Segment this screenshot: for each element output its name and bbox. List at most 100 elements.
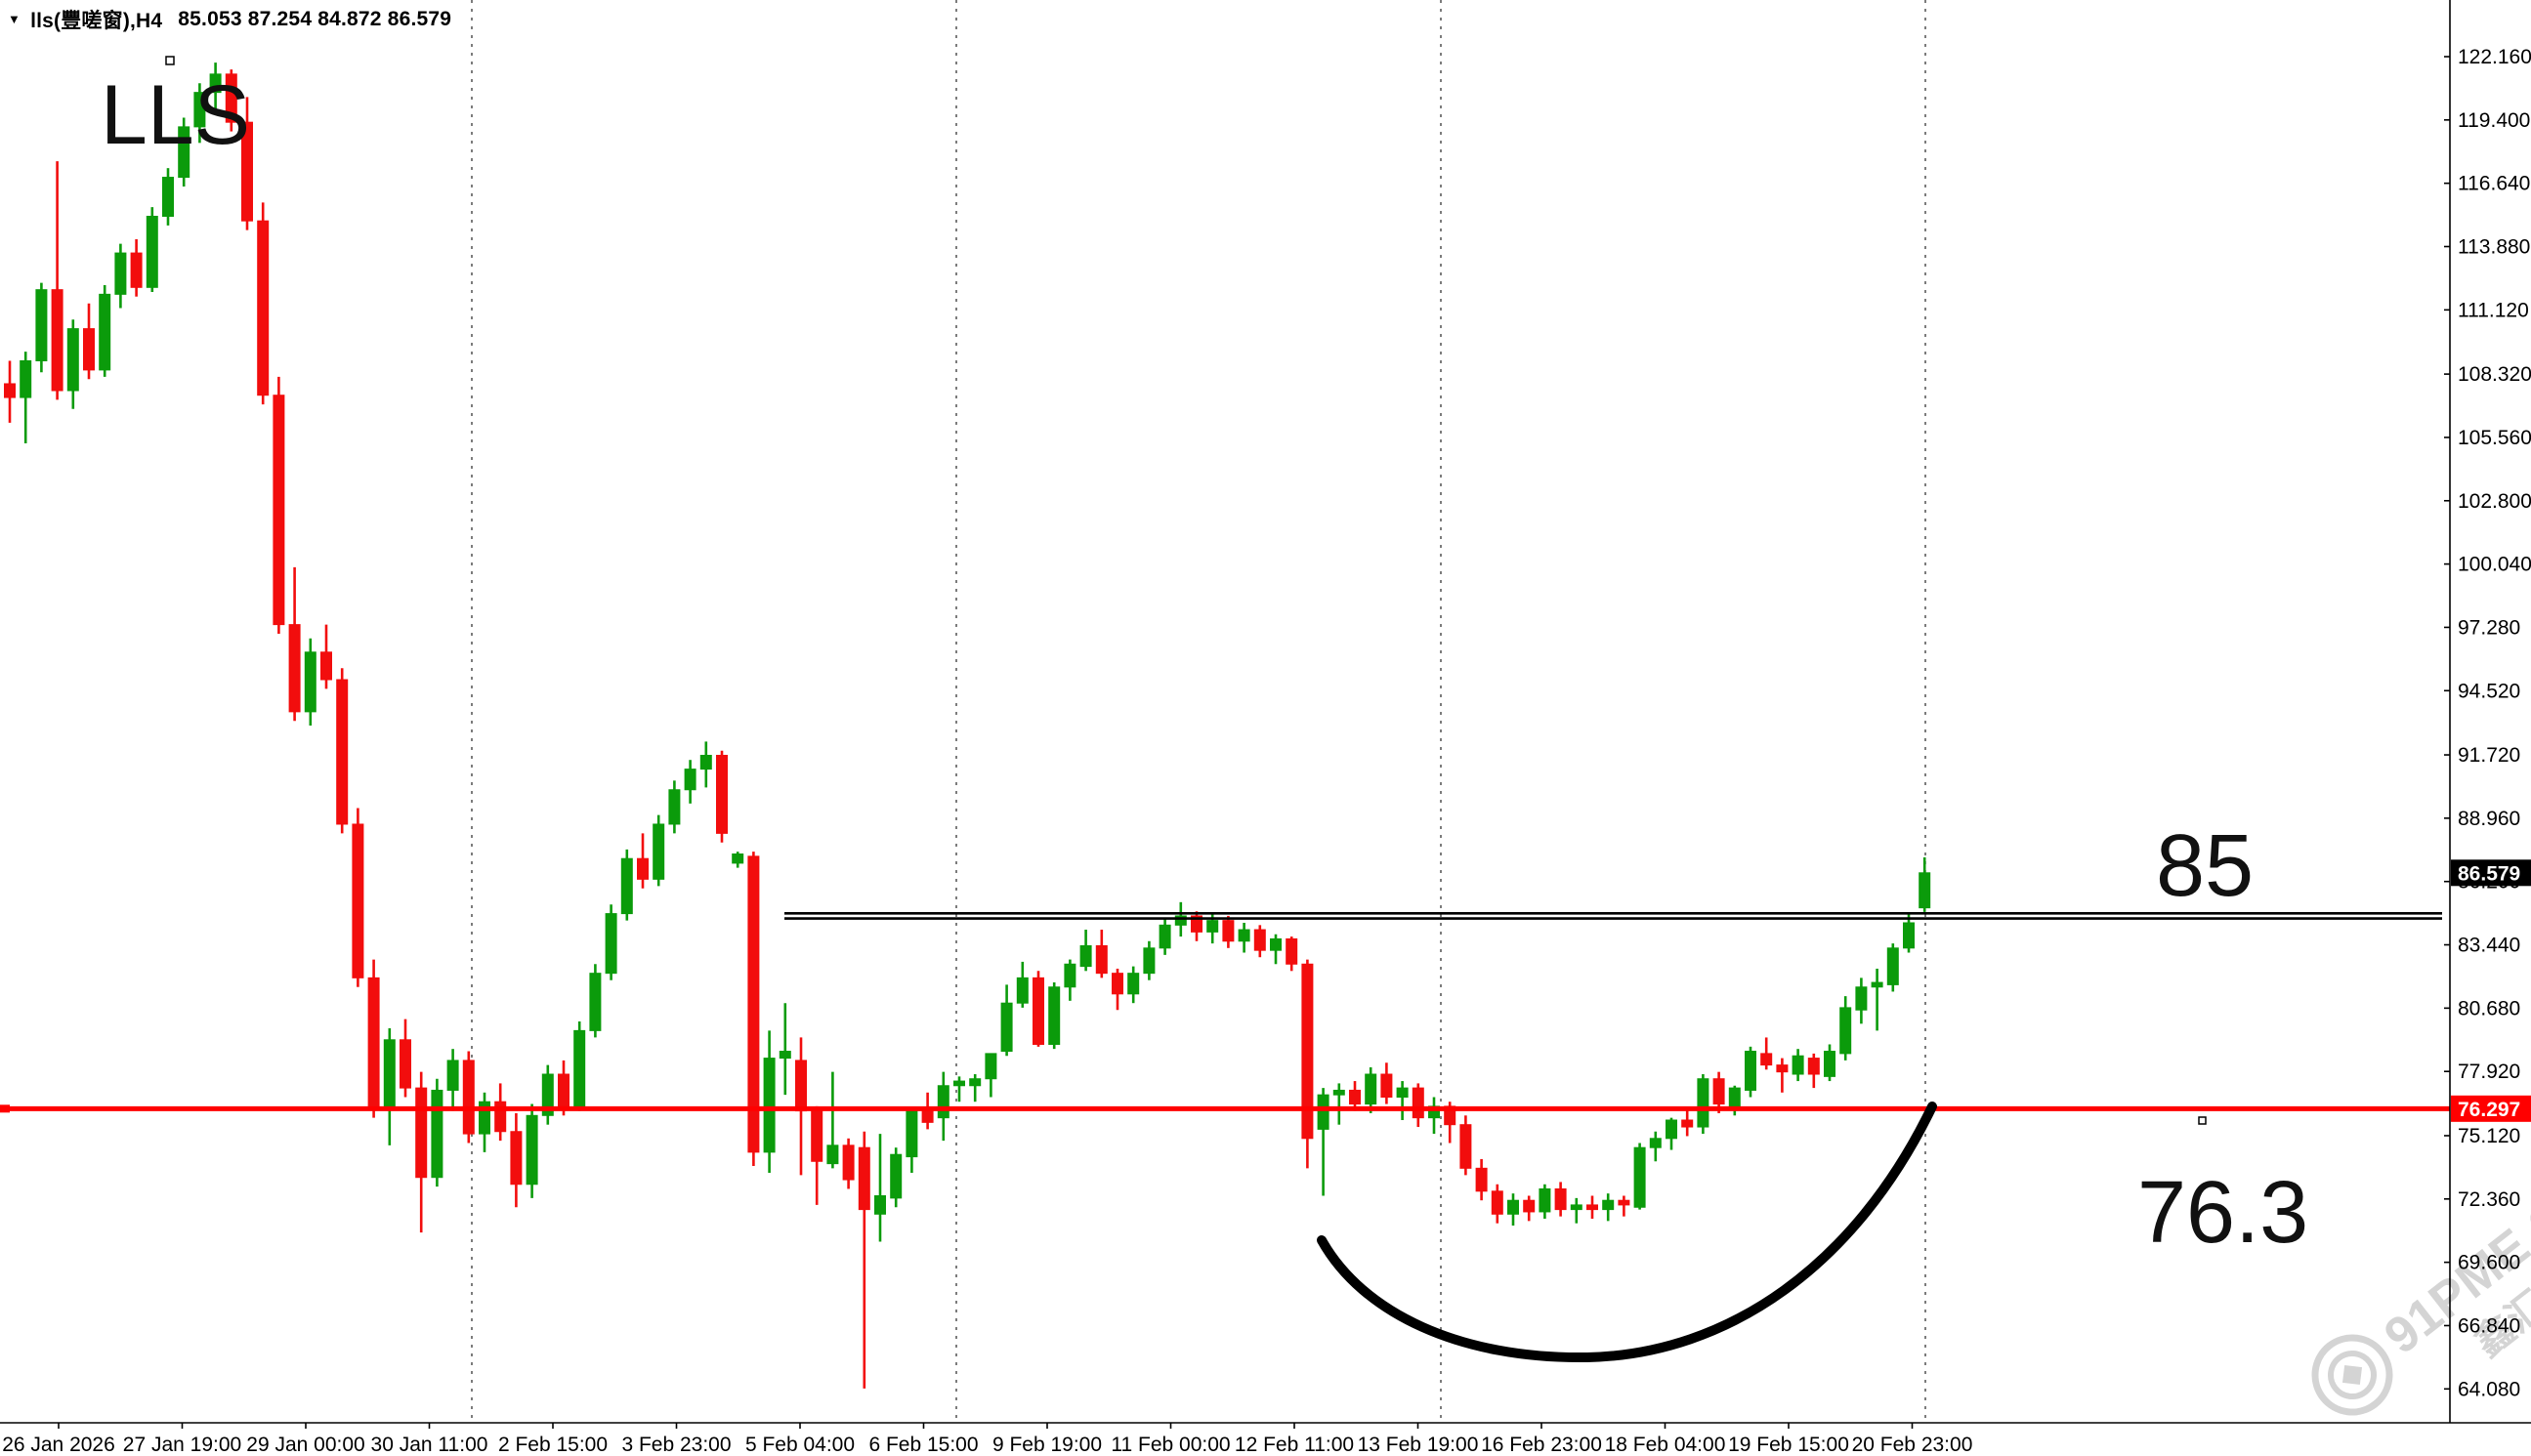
price-axis[interactable]: 122.160 119.400 116.640 113.880 111.120 108.3… <box>2444 46 2531 1400</box>
candle-body <box>1349 1089 1361 1105</box>
price-tick-label: 97.280 <box>2458 616 2520 639</box>
candle-body <box>1839 1007 1852 1055</box>
resistance-line-85[interactable] <box>784 912 2442 920</box>
candle-body <box>1127 973 1140 995</box>
price-tick-label: 119.400 <box>2458 109 2530 132</box>
candle <box>1159 918 1171 955</box>
price-tick-label: 113.880 <box>2458 235 2530 258</box>
candle-body <box>1618 1199 1630 1206</box>
candle <box>162 168 174 226</box>
candle <box>969 1074 982 1102</box>
price-tick-label: 77.920 <box>2458 1061 2520 1083</box>
candle <box>479 1092 490 1152</box>
candle-body <box>1222 920 1235 942</box>
watermark-logo-diamond-icon <box>2341 1364 2363 1386</box>
candle <box>858 1131 870 1389</box>
candle <box>415 1071 428 1233</box>
candle-body <box>811 1110 823 1162</box>
price-tag-value: 86.579 <box>2458 862 2520 885</box>
candle <box>620 849 633 921</box>
candle-body <box>1886 947 1899 985</box>
candle-body <box>1807 1058 1820 1075</box>
candle-body <box>1666 1119 1677 1140</box>
candle-body <box>336 679 349 825</box>
candle-body <box>1317 1094 1329 1130</box>
candle-body <box>494 1101 507 1133</box>
resistance-85-text[interactable]: 85 <box>2156 817 2254 915</box>
candle <box>1507 1193 1519 1227</box>
time-axis-label: 19 Feb 15:00 <box>1728 1434 1849 1456</box>
candle <box>890 1147 903 1208</box>
candle <box>257 202 270 405</box>
price-tick-label: 100.040 <box>2458 554 2531 576</box>
candle <box>1000 984 1013 1057</box>
support-price-tag: 76.297 <box>2451 1095 2531 1122</box>
time-axis-label: 26 Jan 2026 <box>2 1434 115 1456</box>
candle <box>953 1076 965 1102</box>
candles-layer <box>4 62 1931 1389</box>
candle-body <box>573 1029 586 1107</box>
candle-body <box>699 755 712 770</box>
time-axis-label: 3 Feb 23:00 <box>621 1434 731 1456</box>
candle <box>1095 930 1108 978</box>
candle <box>431 1078 443 1187</box>
candle <box>779 1003 791 1096</box>
candle <box>193 83 206 144</box>
candle-body <box>241 121 253 222</box>
candle <box>494 1083 507 1142</box>
candle <box>1365 1066 1377 1113</box>
price-tick-label: 111.120 <box>2458 299 2529 321</box>
price-tag-bg <box>2451 859 2531 887</box>
support-76-3-text[interactable]: 76.3 <box>2137 1164 2308 1262</box>
candle <box>352 808 364 987</box>
lls-annotation-text[interactable]: LLS <box>101 68 250 162</box>
candle-body <box>257 220 270 396</box>
candle <box>1112 968 1123 1011</box>
candle-body <box>605 913 617 975</box>
candle <box>1064 959 1076 1001</box>
candle <box>1633 1143 1646 1210</box>
candle <box>1127 966 1140 1004</box>
candle <box>811 1105 823 1205</box>
candle-body <box>66 328 79 392</box>
symbol-dropdown-icon[interactable]: ▼ <box>8 11 21 26</box>
candle <box>1554 1182 1567 1217</box>
candle-body <box>1095 944 1108 975</box>
candle <box>462 1051 475 1144</box>
price-tick-label: 88.960 <box>2458 808 2520 830</box>
candle <box>1570 1197 1582 1224</box>
time-axis-label: 29 Jan 00:00 <box>246 1434 364 1456</box>
candle <box>699 741 712 788</box>
candle <box>541 1064 554 1125</box>
candle <box>1523 1195 1536 1222</box>
candle <box>1886 943 1899 992</box>
candle-body <box>114 252 127 295</box>
candle-body <box>1539 1187 1551 1213</box>
candle <box>1807 1053 1820 1089</box>
candle <box>1396 1081 1409 1120</box>
candle <box>605 904 617 980</box>
candle <box>716 750 728 843</box>
candle-body <box>320 651 332 681</box>
candle <box>1824 1044 1835 1082</box>
time-axis-label: 13 Feb 19:00 <box>1358 1434 1479 1456</box>
candle <box>4 360 16 423</box>
candle <box>66 319 79 409</box>
candle <box>1855 978 1868 1024</box>
candle-body <box>1079 944 1092 968</box>
candle-body <box>1033 977 1044 1045</box>
time-axis[interactable]: 26 Jan 2026 27 Jan 19:00 29 Jan 00:00 30 Ja… <box>2 1423 1972 1456</box>
candle <box>1618 1195 1630 1217</box>
candle-body <box>1475 1167 1488 1192</box>
candle-body <box>953 1080 965 1087</box>
candle <box>304 638 316 726</box>
candle <box>1349 1081 1361 1111</box>
candle-body <box>1286 937 1298 965</box>
price-tick-label: 102.800 <box>2458 490 2531 513</box>
candle-body <box>178 126 190 179</box>
candle-body <box>1174 915 1187 926</box>
candle <box>1317 1088 1329 1196</box>
candle-body <box>510 1131 523 1186</box>
rounding-bottom-curve[interactable] <box>1317 1102 1937 1363</box>
